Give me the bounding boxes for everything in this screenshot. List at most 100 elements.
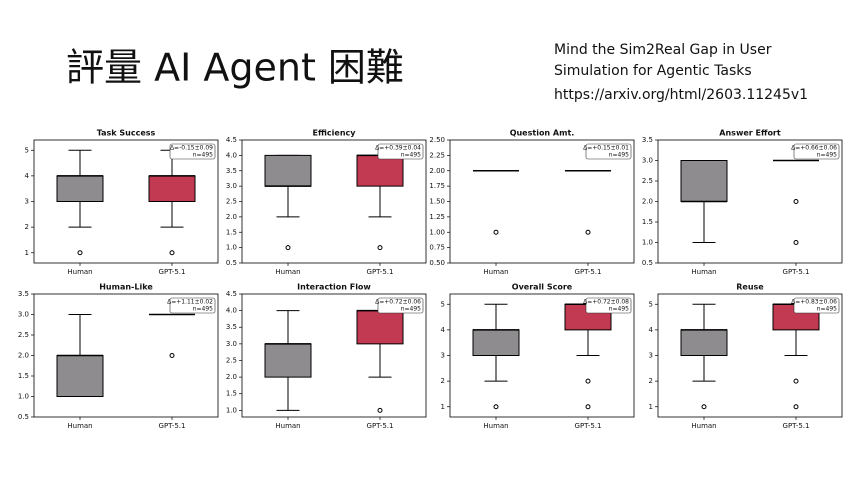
y-tick-label: 2: [649, 377, 653, 385]
chart-title: Question Amt.: [510, 129, 575, 138]
y-tick-label: 2.25: [429, 151, 445, 159]
annotation-box: [793, 297, 840, 314]
annotation: Δ=+0.66±0.06: [791, 145, 837, 152]
x-tick-label: Human: [691, 422, 716, 430]
y-tick-label: 3.5: [642, 136, 653, 144]
annotation: n=495: [193, 152, 213, 159]
annotation: Δ=-0.15±0.09: [170, 145, 213, 152]
x-tick-label: GPT-5.1: [575, 268, 602, 276]
y-tick-label: 2.50: [429, 136, 445, 144]
y-tick-label: 2.00: [429, 167, 445, 175]
y-tick-label: 3.5: [226, 323, 237, 331]
annotation: Δ=+0.83±0.06: [791, 299, 837, 306]
annotation: n=495: [401, 306, 421, 313]
y-tick-label: 5: [441, 300, 445, 308]
annotation-box: [377, 143, 424, 160]
y-tick-label: 3.0: [226, 340, 237, 348]
y-tick-label: 2.5: [226, 356, 237, 364]
x-tick-label: Human: [275, 268, 300, 276]
y-tick-label: 1.5: [226, 228, 237, 236]
y-tick-label: 0.75: [429, 244, 445, 252]
y-tick-label: 1.75: [429, 182, 445, 190]
chart-title: Efficiency: [313, 129, 357, 138]
x-tick-label: GPT-5.1: [159, 422, 186, 430]
chart-title: Human-Like: [99, 283, 153, 292]
x-tick-label: GPT-5.1: [783, 268, 810, 276]
box: [56, 355, 104, 397]
reference-url: https://arxiv.org/html/2603.11245v1: [554, 87, 808, 103]
x-tick-label: Human: [67, 268, 92, 276]
y-tick-label: 5: [25, 146, 29, 154]
y-tick-label: 2.0: [226, 213, 237, 221]
y-tick-label: 2.0: [226, 373, 237, 381]
annotation: n=495: [609, 306, 629, 313]
y-tick-label: 1.0: [226, 244, 237, 252]
y-tick-label: 1: [649, 403, 653, 411]
y-tick-label: 2.5: [642, 177, 653, 185]
outlier: [793, 199, 799, 204]
outlier: [169, 353, 175, 358]
x-tick-label: Human: [483, 422, 508, 430]
box: [680, 329, 728, 356]
y-tick-label: 0.5: [18, 413, 29, 421]
annotation: Δ=+0.15±0.01: [583, 145, 629, 152]
annotation: n=495: [193, 306, 213, 313]
x-tick-label: GPT-5.1: [367, 422, 394, 430]
y-tick-label: 4: [649, 326, 654, 334]
x-tick-label: GPT-5.1: [159, 268, 186, 276]
annotation-box: [169, 297, 216, 314]
y-tick-label: 3.0: [642, 157, 653, 165]
y-tick-label: 1.50: [429, 198, 445, 206]
y-tick-label: 1.25: [429, 213, 445, 221]
y-tick-label: 4.0: [226, 307, 237, 315]
box: [264, 154, 312, 187]
annotation: n=495: [401, 152, 421, 159]
outlier: [793, 404, 799, 410]
y-tick-label: 4: [441, 326, 446, 334]
box: [356, 154, 404, 187]
x-tick-label: GPT-5.1: [367, 268, 394, 276]
x-tick-label: GPT-5.1: [783, 422, 810, 430]
y-tick-label: 3: [25, 198, 29, 206]
outlier: [793, 378, 799, 384]
outlier: [169, 250, 175, 256]
x-tick-label: Human: [483, 268, 508, 276]
box: [356, 310, 404, 345]
annotation: Δ=+0.72±0.08: [583, 299, 629, 306]
y-tick-label: 0.5: [226, 259, 237, 267]
x-tick-label: Human: [67, 422, 92, 430]
box: [148, 175, 196, 202]
outlier: [285, 245, 291, 251]
slide-title: 評量 AI Agent 困難: [66, 46, 404, 90]
outlier: [701, 404, 707, 410]
y-tick-label: 0.5: [642, 259, 653, 267]
outlier: [585, 229, 591, 235]
y-tick-label: 4.5: [226, 290, 237, 298]
y-tick-label: 2: [25, 223, 29, 231]
y-tick-label: 3: [441, 352, 445, 360]
box: [472, 329, 520, 356]
chart-title: Overall Score: [512, 283, 573, 292]
y-tick-label: 5: [649, 300, 653, 308]
y-tick-label: 3.0: [18, 311, 29, 319]
y-tick-label: 4: [25, 172, 30, 180]
box: [680, 160, 728, 202]
y-tick-label: 4.5: [226, 136, 237, 144]
y-tick-label: 2.5: [226, 198, 237, 206]
chart-title: Answer Effort: [719, 129, 781, 138]
x-tick-label: GPT-5.1: [575, 422, 602, 430]
outlier: [493, 404, 499, 410]
annotation-box: [585, 143, 632, 160]
y-tick-label: 2.0: [18, 352, 29, 360]
box: [264, 343, 312, 378]
y-tick-label: 3: [649, 352, 653, 360]
y-tick-label: 1.0: [642, 239, 653, 247]
outlier: [493, 229, 499, 235]
annotation-box: [585, 297, 632, 314]
outlier: [793, 240, 799, 245]
y-tick-label: 0.50: [429, 259, 445, 267]
annotation: n=495: [609, 152, 629, 159]
chart-title: Reuse: [736, 283, 764, 292]
y-tick-label: 3.0: [226, 182, 237, 190]
